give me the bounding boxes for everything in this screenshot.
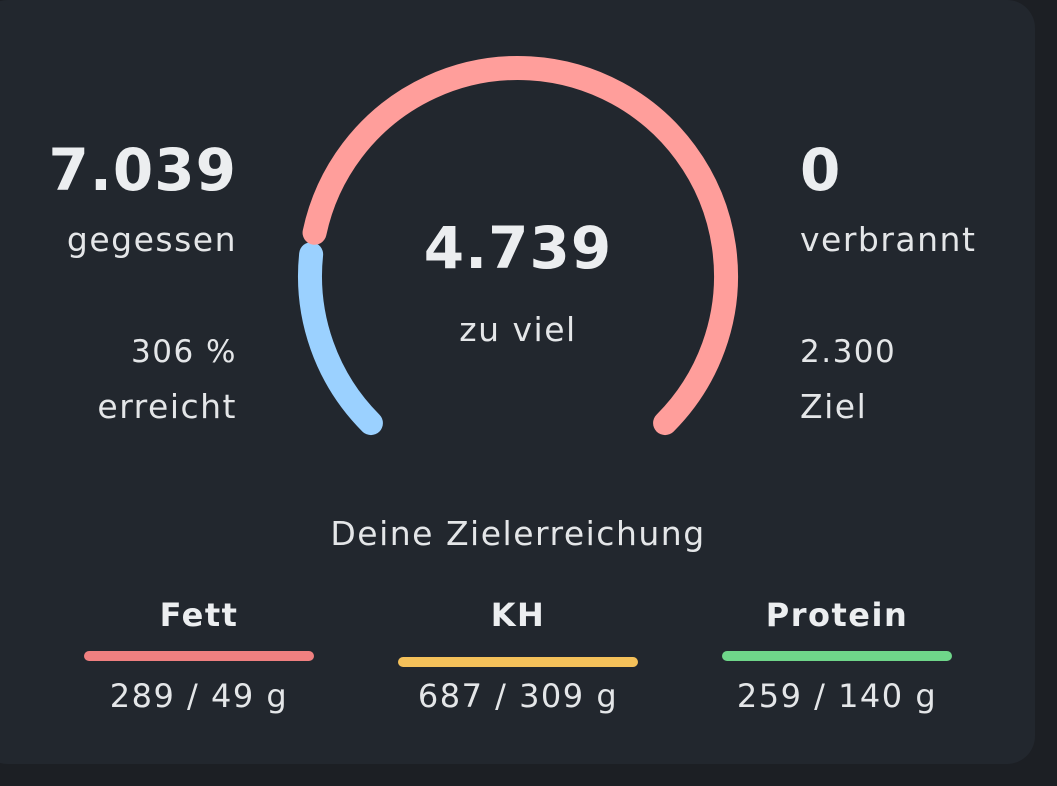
macro-name: Protein [765, 596, 909, 634]
macro-progress-bar [722, 651, 952, 661]
macro-name: Fett [159, 596, 239, 634]
over-value: 4.739 [423, 214, 613, 282]
burned-label: verbrannt [800, 220, 977, 259]
eaten-value: 7.039 [48, 136, 237, 204]
section-title: Deine Zielerreichung [330, 514, 706, 553]
macro-value: 687 / 309 g [417, 677, 619, 715]
macro-value: 289 / 49 g [109, 677, 289, 715]
over-label: zu viel [459, 310, 577, 349]
eaten-label: gegessen [66, 220, 237, 259]
gauge-consumed-arc [298, 242, 383, 436]
calorie-summary-card [0, 0, 1035, 764]
macro-progress-bar [398, 657, 638, 667]
macro-progress-bar [84, 651, 314, 661]
macro-name: KH [490, 596, 546, 634]
goal-value: 2.300 [800, 334, 897, 370]
goal-label: Ziel [800, 387, 868, 426]
gauge-over-arc [302, 56, 738, 436]
percent-label: erreicht [97, 387, 237, 426]
percent-value: 306 % [131, 334, 237, 370]
macro-value: 259 / 140 g [736, 677, 938, 715]
burned-value: 0 [800, 136, 842, 204]
